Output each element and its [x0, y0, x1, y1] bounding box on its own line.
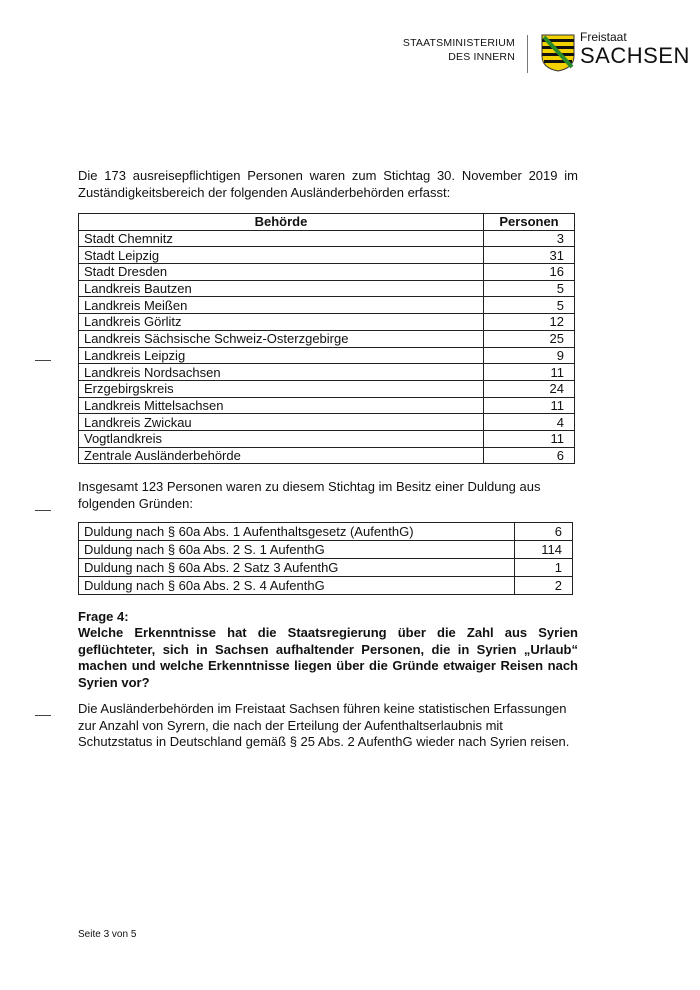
row-value: 4 [483, 413, 575, 431]
row-value: 24 [483, 379, 575, 398]
table-row: Stadt Chemnitz 3 [78, 229, 575, 248]
question-label: Frage 4: [78, 608, 129, 624]
duldung-paragraph: Insgesamt 123 Personen waren zu diesem S… [78, 479, 541, 511]
row-value: 5 [483, 279, 575, 298]
table-row: Stadt Dresden 16 [78, 263, 575, 281]
row-label: Duldung nach § 60a Abs. 1 Aufenthaltsges… [78, 522, 515, 542]
question-text: Welche Erkenntnisse hat die Staatsregier… [78, 625, 578, 690]
intro-paragraph: Die 173 ausreisepflichtigen Personen war… [78, 168, 578, 200]
row-value: 114 [514, 540, 573, 559]
row-label: Duldung nach § 60a Abs. 2 S. 1 AufenthG [78, 540, 515, 559]
header-divider [527, 35, 528, 73]
row-value: 1 [514, 557, 573, 577]
row-value: 11 [483, 363, 575, 381]
margin-mark [35, 715, 51, 716]
page-number: Seite 3 von 5 [78, 929, 137, 940]
row-label: Landkreis Bautzen [78, 279, 484, 298]
row-value: 11 [483, 429, 575, 448]
answer-paragraph: Die Ausländerbehörden im Freistaat Sachs… [78, 701, 570, 749]
row-label: Stadt Chemnitz [78, 229, 484, 248]
row-label: Vogtlandkreis [78, 429, 484, 448]
row-value: 6 [483, 446, 575, 465]
table-row: Duldung nach § 60a Abs. 2 S. 4 AufenthG 2 [78, 575, 573, 595]
row-label: Landkreis Meißen [78, 296, 484, 315]
table-row: Zentrale Ausländerbehörde 6 [78, 446, 575, 465]
row-value: 5 [483, 296, 575, 315]
row-label: Stadt Leipzig [78, 246, 484, 265]
row-value: 16 [483, 263, 575, 281]
table-row: Duldung nach § 60a Abs. 2 Satz 3 Aufenth… [78, 557, 573, 577]
row-label: Zentrale Ausländerbehörde [78, 446, 484, 465]
table-row: Landkreis Leipzig 9 [78, 346, 575, 365]
row-value: 25 [483, 329, 575, 348]
row-value: 12 [483, 313, 575, 331]
table-row: Duldung nach § 60a Abs. 1 Aufenthaltsges… [78, 522, 573, 542]
table-row: Duldung nach § 60a Abs. 2 S. 1 AufenthG 1… [78, 540, 573, 559]
saxony-crest-icon [541, 34, 575, 72]
header-persons: Personen [483, 213, 575, 231]
row-value: 2 [514, 575, 573, 595]
table-header-row: Behörde Personen [78, 213, 575, 231]
row-value: 6 [514, 522, 573, 542]
row-value: 9 [483, 346, 575, 365]
state-label-big: SACHSEN [580, 43, 690, 68]
table-row: Landkreis Nordsachsen 11 [78, 363, 575, 381]
table-row: Vogtlandkreis 11 [78, 429, 575, 448]
row-label: Stadt Dresden [78, 263, 484, 281]
row-label: Duldung nach § 60a Abs. 2 S. 4 AufenthG [78, 575, 515, 595]
row-label: Landkreis Zwickau [78, 413, 484, 431]
row-value: 11 [483, 396, 575, 415]
ministry-line2: DES INNERN [448, 51, 515, 63]
table-row: Landkreis Görlitz 12 [78, 313, 575, 331]
row-label: Duldung nach § 60a Abs. 2 Satz 3 Aufenth… [78, 557, 515, 577]
duldung-table: Duldung nach § 60a Abs. 1 Aufenthaltsges… [78, 522, 573, 595]
row-label: Landkreis Leipzig [78, 346, 484, 365]
table-row: Erzgebirgskreis 24 [78, 379, 575, 398]
row-label: Erzgebirgskreis [78, 379, 484, 398]
row-label: Landkreis Sächsische Schweiz-Osterzgebir… [78, 329, 484, 348]
ministry-name: STAATSMINISTERIUM DES INNERN [403, 36, 515, 64]
row-value: 31 [483, 246, 575, 265]
table-row: Stadt Leipzig 31 [78, 246, 575, 265]
table-row: Landkreis Bautzen 5 [78, 279, 575, 298]
state-label-small: Freistaat [580, 30, 627, 44]
authorities-table: Behörde Personen Stadt Chemnitz 3 Stadt Le… [78, 213, 575, 465]
margin-mark [35, 510, 51, 511]
row-value: 3 [483, 229, 575, 248]
table-row: Landkreis Sächsische Schweiz-Osterzgebir… [78, 329, 575, 348]
table-row: Landkreis Meißen 5 [78, 296, 575, 315]
row-label: Landkreis Görlitz [78, 313, 484, 331]
header-authority: Behörde [78, 213, 484, 231]
ministry-line1: STAATSMINISTERIUM [402, 37, 515, 49]
document-body: Die 173 ausreisepflichtigen Personen war… [78, 168, 578, 751]
row-label: Landkreis Nordsachsen [78, 363, 484, 381]
state-logo-text: Freistaat SACHSEN [580, 31, 690, 68]
margin-mark [35, 360, 51, 361]
table-row: Landkreis Mittelsachsen 11 [78, 396, 575, 415]
row-label: Landkreis Mittelsachsen [78, 396, 484, 415]
table-row: Landkreis Zwickau 4 [78, 413, 575, 431]
